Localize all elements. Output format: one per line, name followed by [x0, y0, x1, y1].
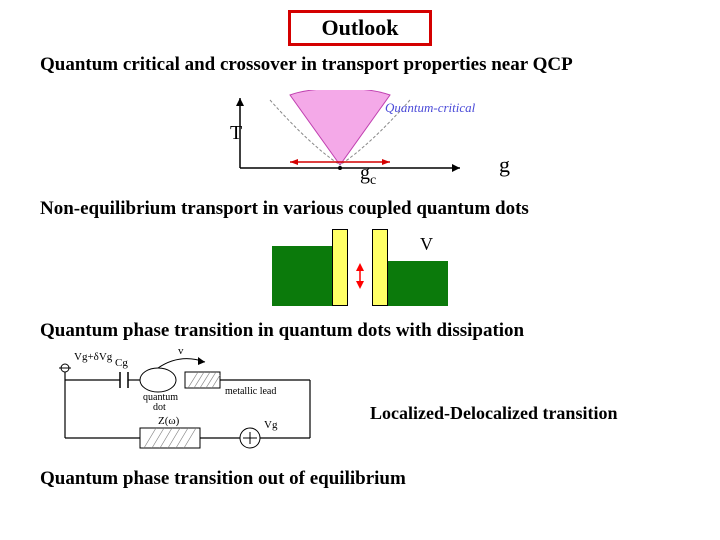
heading-qcp: Quantum critical and crossover in transp… [40, 54, 680, 76]
left-lead [272, 246, 332, 306]
barrier-2 [372, 229, 388, 306]
g-axis-label: g [499, 152, 510, 178]
barrier-1 [332, 229, 348, 306]
heading-dissipation: Quantum phase transition in quantum dots… [40, 320, 680, 342]
heading-out-of-eq: Quantum phase transition out of equilibr… [40, 468, 680, 490]
svg-text:v: v [178, 348, 184, 357]
circuit-diagram: Vg+δVg Cg quantum dot v metallic lead Z(… [40, 348, 330, 458]
right-lead [388, 261, 448, 306]
gc-label: gc [360, 162, 376, 189]
T-axis-label: T [230, 122, 242, 145]
svg-text:Z(ω): Z(ω) [158, 415, 180, 427]
dot-gap [348, 246, 372, 306]
loc-deloc-label: Localized-Delocalized transition [370, 403, 617, 424]
svg-text:dot: dot [153, 402, 166, 413]
qcp-phase-diagram: T Quantum-critical g gc [40, 82, 680, 192]
coupled-dots-diagram: V [40, 226, 680, 306]
V-bias-label: V [420, 234, 433, 255]
qc-region-label: Quantum-critical [385, 100, 476, 115]
svg-text:metallic lead: metallic lead [225, 386, 276, 397]
heading-noneq: Non-equilibrium transport in various cou… [40, 198, 680, 220]
svg-text:Vg: Vg [264, 419, 278, 431]
circuit-row: Vg+δVg Cg quantum dot v metallic lead Z(… [40, 348, 680, 458]
title-box: Outlook [288, 10, 431, 46]
svg-text:Cg: Cg [115, 357, 128, 369]
svg-text:Vg+δVg: Vg+δVg [74, 351, 113, 363]
